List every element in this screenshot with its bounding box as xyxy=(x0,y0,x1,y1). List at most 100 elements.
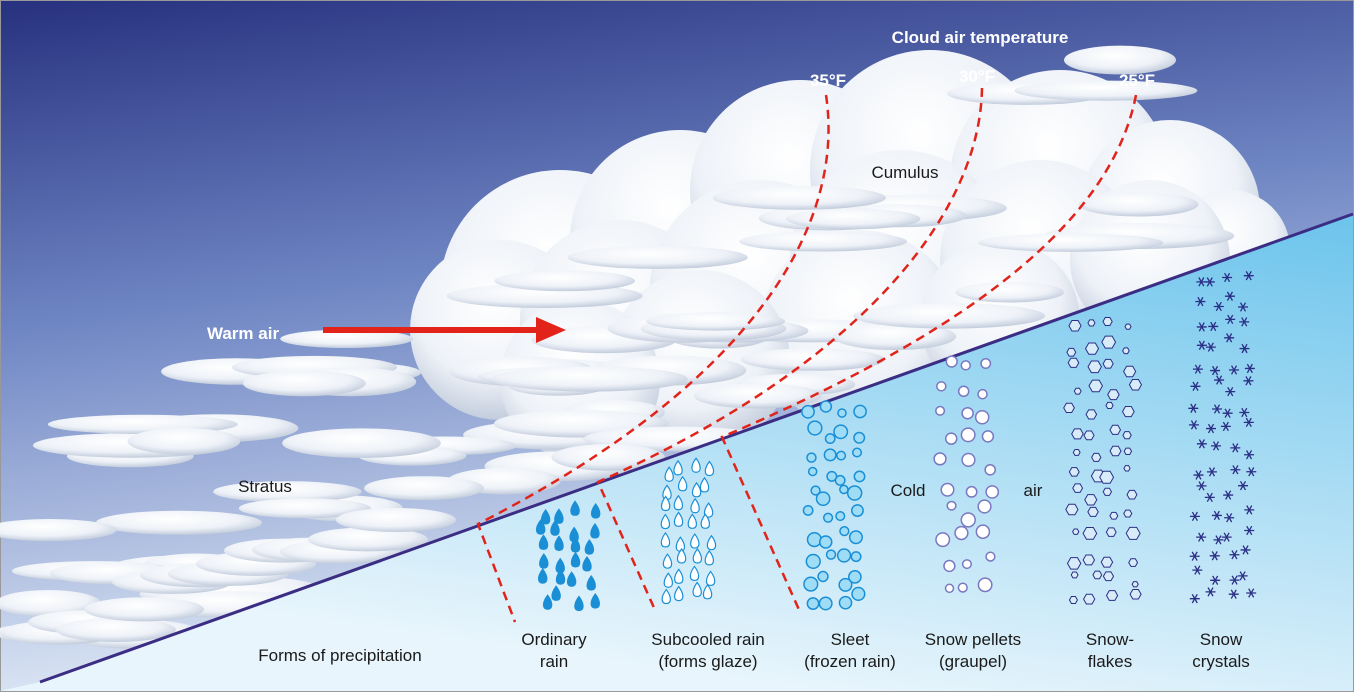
snowflake xyxy=(1071,572,1078,578)
pellet xyxy=(961,513,975,527)
pellet xyxy=(824,449,836,461)
pellet xyxy=(946,356,957,367)
snowflake xyxy=(1083,555,1094,565)
pellet xyxy=(982,431,993,442)
precipitation-form-label: flakes xyxy=(1088,652,1132,671)
precipitation-form-label: rain xyxy=(540,652,568,671)
pellet xyxy=(936,533,950,547)
snowflake xyxy=(1069,597,1077,604)
precipitation-form-label: Ordinary xyxy=(521,630,587,649)
snowflake xyxy=(1123,432,1131,439)
precipitation-form-label: Snow xyxy=(1200,630,1243,649)
snowflake xyxy=(1103,488,1111,495)
stratus-puff xyxy=(978,233,1163,251)
snowflake xyxy=(1129,559,1138,567)
pellet xyxy=(809,468,817,476)
pellet xyxy=(840,527,849,536)
snowflake xyxy=(1088,320,1095,326)
stratus-label: Stratus xyxy=(238,477,292,496)
precipitation-form-label: (graupel) xyxy=(939,652,1007,671)
pellet xyxy=(804,577,818,591)
snowflake xyxy=(1123,407,1135,417)
snowflake xyxy=(1088,361,1101,373)
pellet xyxy=(978,500,991,513)
pellet xyxy=(840,485,848,493)
precipitation-form-label: Subcooled rain xyxy=(651,630,764,649)
pellet xyxy=(850,531,863,544)
snowflake xyxy=(1066,504,1078,515)
pellet xyxy=(981,359,990,368)
pellet xyxy=(835,476,844,485)
pellet xyxy=(978,578,991,591)
stratus-puff xyxy=(84,597,204,621)
snowflake xyxy=(1103,318,1112,326)
pellet xyxy=(838,409,846,417)
pellet xyxy=(803,506,812,515)
snowflake xyxy=(1132,582,1138,587)
pellet xyxy=(962,454,975,467)
pellet xyxy=(817,492,830,505)
snowflake xyxy=(1064,403,1075,412)
snowflake xyxy=(1127,490,1137,499)
snowflake xyxy=(1073,484,1083,492)
stratus-puff xyxy=(739,231,907,251)
snowflake xyxy=(1086,343,1099,354)
isotherm-label: 25°F xyxy=(1119,71,1155,90)
stratus-puff xyxy=(282,428,441,458)
stratus-puff xyxy=(494,270,634,291)
pellet xyxy=(978,390,987,399)
snowflake xyxy=(1124,366,1136,376)
snowflake xyxy=(1067,348,1076,356)
pellet xyxy=(807,453,816,462)
snowflake xyxy=(1072,429,1084,439)
warm-air-label: Warm air xyxy=(207,324,280,343)
pellet xyxy=(986,486,998,498)
pellet xyxy=(852,588,865,601)
stratus-puff xyxy=(96,511,262,535)
snowflake xyxy=(1068,358,1079,367)
precipitation-form-label: Snow- xyxy=(1086,630,1134,649)
precipitation-form-label: Snow pellets xyxy=(925,630,1021,649)
pellet xyxy=(818,572,828,582)
pellet xyxy=(958,583,967,592)
pellet xyxy=(854,433,864,443)
snowflake xyxy=(1129,380,1141,390)
stratus-puff xyxy=(336,508,456,532)
snowflake xyxy=(1074,388,1081,394)
pellet xyxy=(808,533,822,547)
stratus-puff xyxy=(786,208,921,229)
pellet xyxy=(807,598,818,609)
snowflake xyxy=(1083,527,1097,539)
cumulus-label: Cumulus xyxy=(871,163,938,182)
pellet xyxy=(827,550,836,559)
snowflake xyxy=(1069,320,1081,330)
pellet xyxy=(955,527,968,540)
snowflake xyxy=(1084,594,1095,604)
pellet xyxy=(976,411,989,424)
pellet xyxy=(854,471,864,481)
pellet xyxy=(824,513,833,522)
pellet xyxy=(985,465,995,475)
pellet xyxy=(834,425,847,438)
snowflake xyxy=(1106,528,1116,536)
pellet xyxy=(802,406,814,418)
snowflake xyxy=(1123,348,1130,354)
pellet xyxy=(826,434,835,443)
pellet xyxy=(849,571,861,583)
pellet xyxy=(961,361,970,370)
stratus-puff xyxy=(492,366,688,391)
snowflake xyxy=(1110,512,1118,519)
snowflake xyxy=(1067,558,1080,570)
snowflake xyxy=(1102,336,1116,348)
pellet xyxy=(848,486,862,500)
pellet xyxy=(836,512,845,521)
snowflake xyxy=(1124,448,1131,454)
pellet xyxy=(808,421,822,435)
pellet xyxy=(820,536,832,548)
precipitation-form-label: (frozen rain) xyxy=(804,652,896,671)
pellet xyxy=(976,525,989,538)
isotherm-label: 30°F xyxy=(959,67,995,86)
snowflake xyxy=(1092,453,1101,461)
precipitation-title: Forms of precipitation xyxy=(258,646,421,665)
pellet xyxy=(936,407,945,416)
